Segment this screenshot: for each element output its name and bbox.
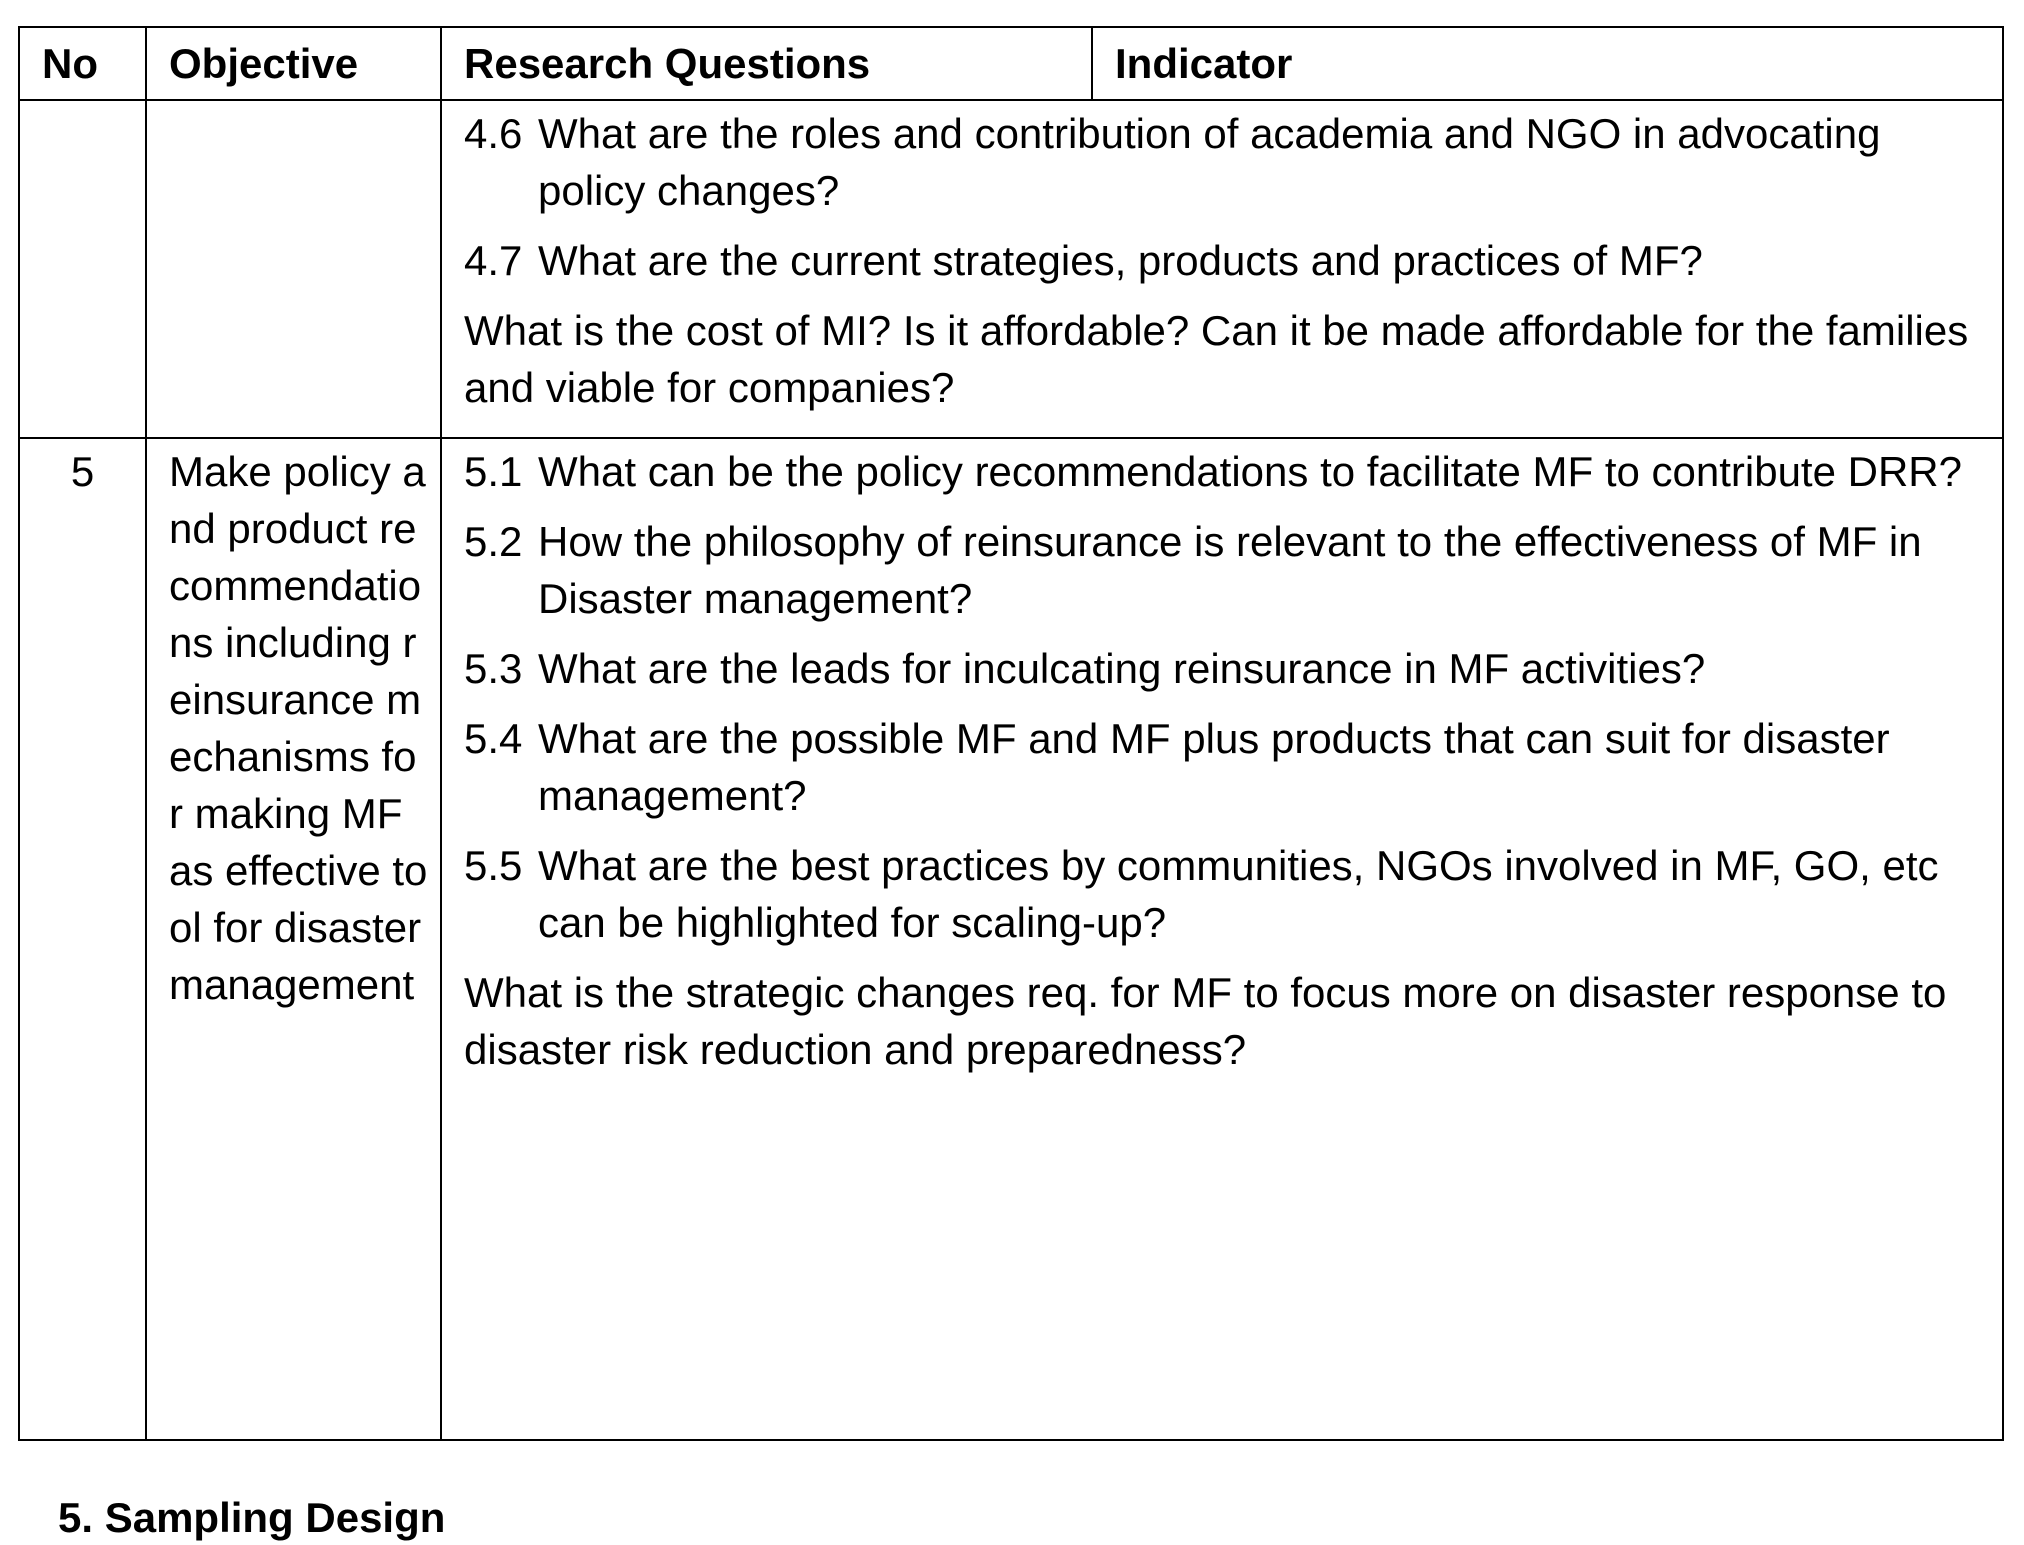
questions-cell: 4.6 What are the roles and contribution o… (440, 99, 2004, 439)
column-header: Research Questions (440, 26, 1093, 101)
question: 5.1 What can be the policy recommendation… (464, 443, 1980, 500)
question-text: What are the current strategies, product… (538, 237, 1703, 284)
question-number: 5.5 (464, 842, 523, 889)
question: 4.7 What are the current strategies, prod… (464, 232, 1980, 289)
column-header: Indicator (1091, 26, 2004, 101)
column-header: Objective (145, 26, 442, 101)
research-table: No Objective Research Questions Indicator 4… (18, 26, 2004, 1441)
question-number: 4.7 (464, 237, 523, 284)
question-number: 5.4 (464, 715, 523, 762)
question-text: What are the best practices by communiti… (538, 842, 1939, 946)
question-text: What are the possible MF and MF plus pro… (538, 715, 1890, 819)
question: 5.5 What are the best practices by commun… (464, 837, 1980, 951)
questions-cell: 5.1 What can be the policy recommendation… (440, 437, 2004, 1441)
question: 4.6 What are the roles and contribution o… (464, 105, 1980, 219)
question-text: What are the leads for inculcating reins… (538, 645, 1706, 692)
question: What is the strategic changes req. for M… (464, 964, 1980, 1078)
objective-cell: Make policy and product recommendations … (145, 437, 442, 1441)
question-number: 4.6 (464, 110, 523, 157)
question: 5.3 What are the leads for inculcating re… (464, 640, 1980, 697)
objective-cell (145, 99, 442, 439)
question-number: 5.3 (464, 645, 523, 692)
section-heading: 5. Sampling Design (58, 1494, 446, 1541)
question-number: 5.1 (464, 448, 523, 495)
column-header: No (18, 26, 147, 101)
question-number: 5.2 (464, 518, 523, 565)
question: 5.2 How the philosophy of reinsurance is … (464, 513, 1980, 627)
question: What is the cost of MI? Is it affordable… (464, 302, 1980, 416)
question: 5.4 What are the possible MF and MF plus … (464, 710, 1980, 824)
question-text: What is the cost of MI? Is it affordable… (464, 307, 1969, 411)
table-row: 4.6 What are the roles and contribution o… (18, 99, 2004, 439)
question-text: What are the roles and contribution of a… (538, 110, 1881, 214)
table-row: 5 Make policy and product recommendations… (18, 437, 2004, 1441)
question-text: What is the strategic changes req. for M… (464, 969, 1947, 1073)
table-body: 4.6 What are the roles and contribution o… (18, 99, 2004, 1441)
question-text: How the philosophy of reinsurance is rel… (538, 518, 1922, 622)
no-cell: 5 (18, 437, 147, 1441)
no-cell (18, 99, 147, 439)
header-row: No Objective Research Questions Indicator (18, 26, 2004, 101)
question-text: What can be the policy recommendations t… (538, 448, 1962, 495)
